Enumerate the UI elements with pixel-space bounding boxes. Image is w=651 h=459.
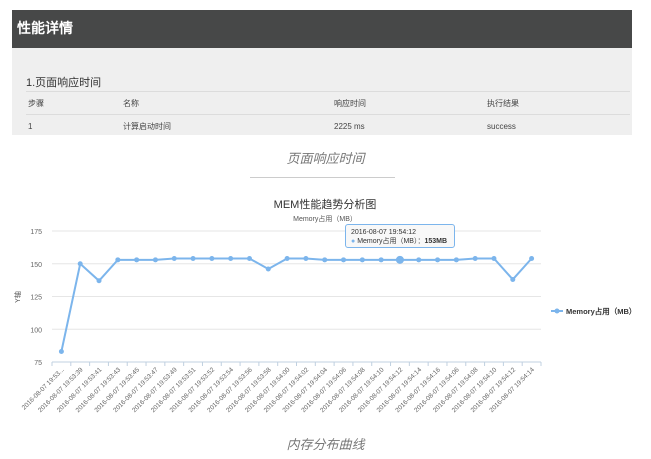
data-point	[58, 349, 64, 355]
data-point	[322, 257, 328, 263]
data-point	[152, 257, 158, 263]
data-point	[416, 257, 422, 263]
y-axis-label: Y轴	[13, 291, 22, 303]
data-point	[246, 256, 252, 262]
data-point	[359, 257, 365, 263]
chart-subtitle: Memory占用（MB）	[293, 214, 357, 223]
cell: success	[485, 114, 630, 137]
caption-memory: 内存分布曲线	[286, 437, 365, 452]
data-point	[209, 256, 215, 262]
col-header: 响应时间	[332, 91, 485, 115]
cell: 1	[26, 114, 121, 137]
data-point	[453, 257, 459, 263]
y-tick-label: 175	[30, 229, 42, 236]
col-header: 执行结果	[485, 91, 630, 115]
caption-response: 页面响应时间	[286, 151, 365, 166]
series-line	[60, 257, 533, 352]
data-point	[284, 256, 290, 262]
table-row: 1 计算启动时间 2225 ms success	[26, 114, 630, 137]
y-tick-label: 150	[30, 262, 42, 269]
data-point	[96, 278, 102, 284]
y-tick-label: 75	[34, 360, 42, 367]
chart-title: MEM性能趋势分析图	[274, 197, 377, 211]
data-point	[378, 257, 384, 263]
cell: 计算启动时间	[121, 114, 332, 137]
divider	[250, 177, 395, 178]
tooltip-value: 153MB	[424, 238, 448, 245]
legend-label: Memory占用（MB）	[566, 306, 636, 316]
col-header: 步骤	[26, 91, 121, 115]
data-point	[435, 257, 441, 263]
data-point	[265, 266, 271, 272]
data-point	[341, 257, 347, 263]
cell: 2225 ms	[332, 114, 485, 137]
y-tick-label: 125	[30, 295, 42, 302]
data-point	[529, 256, 535, 262]
data-point	[228, 256, 234, 262]
tooltip: 2016-08-07 19:54:12 ● Memory占用（MB）：153MB	[345, 224, 455, 248]
y-tick-label: 100	[30, 327, 42, 334]
section-title: 1.页面响应时间	[26, 77, 102, 89]
data-point	[77, 261, 83, 267]
data-point	[171, 256, 177, 262]
tooltip-time: 2016-08-07 19:54:12	[351, 229, 416, 236]
data-point	[303, 256, 309, 262]
data-point	[395, 255, 404, 264]
data-point	[134, 257, 140, 263]
legend-marker	[554, 308, 560, 314]
data-point	[491, 256, 497, 262]
response-panel: 1.页面响应时间 步骤 名称 响应时间 执行结果 1 计算启动时间 2225 m…	[12, 48, 632, 137]
response-table: 步骤 名称 响应时间 执行结果 1 计算启动时间 2225 ms success	[26, 91, 630, 137]
data-point	[190, 256, 196, 262]
data-point	[472, 256, 478, 262]
table-header: 步骤 名称 响应时间 执行结果	[26, 91, 630, 115]
tooltip-label: Memory占用（MB）：	[357, 238, 425, 245]
data-point	[510, 276, 516, 282]
page-header: 性能详情	[12, 10, 632, 48]
col-header: 名称	[121, 91, 332, 115]
data-point	[115, 257, 121, 263]
